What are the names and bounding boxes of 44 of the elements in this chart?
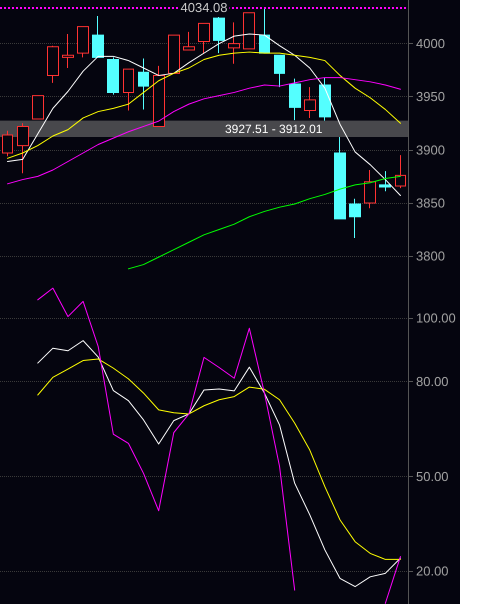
y-tick-label: 3800 — [416, 248, 445, 264]
candlestick — [198, 22, 210, 54]
line-series — [37, 340, 401, 588]
candlestick — [123, 68, 134, 111]
candlestick — [168, 34, 180, 74]
y-tick-label: 20.00 — [416, 564, 449, 579]
candlestick — [92, 15, 104, 58]
candlestick — [2, 130, 13, 157]
candlestick — [107, 56, 119, 96]
candlestick — [334, 136, 346, 220]
y-tick-label: 80.00 — [416, 374, 449, 389]
candlestick — [395, 154, 406, 189]
line-series — [7, 34, 401, 196]
candlestick — [243, 12, 255, 50]
line-series — [7, 77, 401, 184]
line-series — [128, 176, 401, 270]
candlestick — [259, 6, 270, 54]
line-series — [37, 358, 401, 560]
candlestick — [47, 45, 59, 84]
candlestick — [213, 16, 225, 54]
y-tick-label: 4000 — [416, 36, 445, 52]
candlestick — [183, 31, 195, 50]
candlestick — [62, 34, 74, 68]
candlestick — [77, 26, 89, 58]
candlestick — [274, 54, 285, 88]
candlestick — [289, 78, 301, 121]
y-tick-label: 100.00 — [416, 310, 456, 326]
candlestick — [32, 95, 44, 120]
line-series — [7, 52, 401, 159]
y-tick-label: 3900 — [416, 142, 445, 158]
candlestick — [228, 22, 240, 64]
candlestick — [17, 122, 29, 174]
candlestick — [364, 170, 376, 209]
candlestick — [138, 58, 149, 110]
y-tick-label: 3950 — [416, 89, 445, 104]
candlestick — [304, 86, 316, 118]
y-tick-label: 50.00 — [416, 468, 449, 484]
candlestick — [349, 198, 361, 238]
band-label: 3927.51 - 3912.01 — [225, 122, 322, 136]
y-tick-label: 3850 — [416, 195, 445, 210]
candlestick — [319, 77, 331, 122]
ref-line-label: 4034.08 — [180, 0, 228, 15]
candlestick — [153, 65, 165, 127]
candlestick — [379, 170, 391, 192]
